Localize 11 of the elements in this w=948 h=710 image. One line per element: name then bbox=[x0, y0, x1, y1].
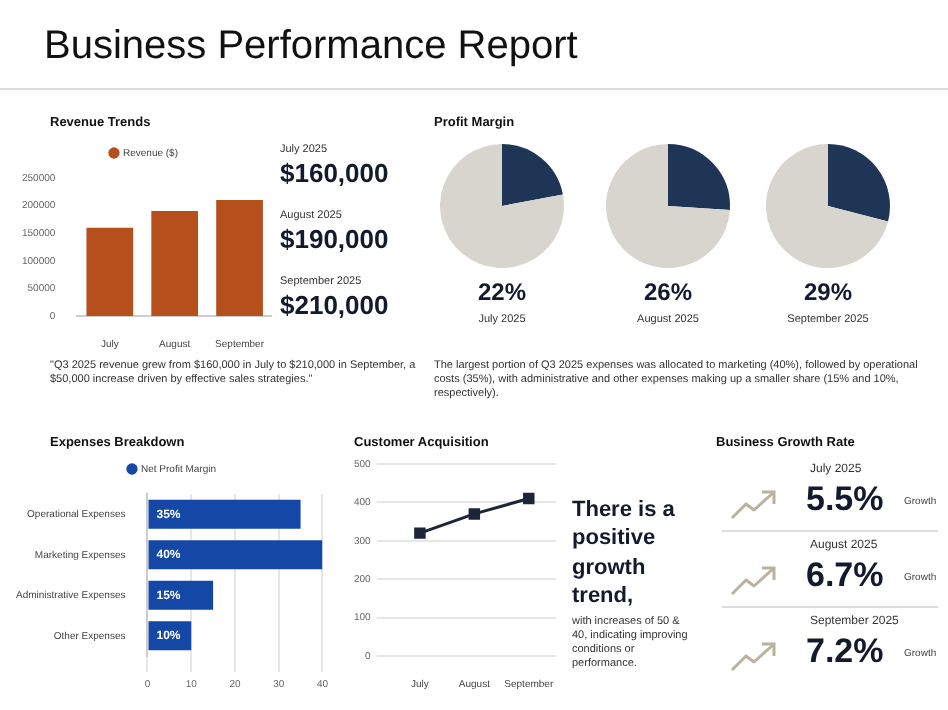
text: 29% bbox=[801, 278, 855, 310]
text: $190,000 bbox=[280, 224, 389, 258]
text: Business Performance Report bbox=[44, 24, 578, 70]
text: $160,000 bbox=[280, 158, 389, 192]
text: 6.7% bbox=[806, 554, 884, 598]
text: 5.5% bbox=[806, 478, 884, 522]
text: $210,000 bbox=[280, 290, 389, 324]
text: There is a positive growth trend, bbox=[572, 496, 677, 611]
text: 26% bbox=[641, 278, 695, 310]
text: 7.2% bbox=[806, 630, 884, 674]
text: 22% bbox=[475, 278, 529, 310]
